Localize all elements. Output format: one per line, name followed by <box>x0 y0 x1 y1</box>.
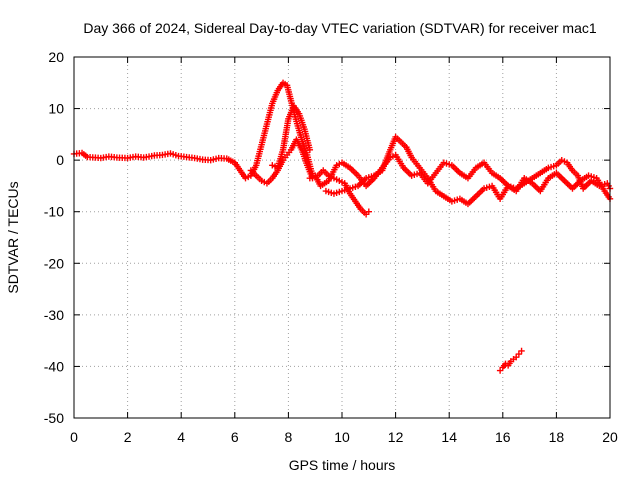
y-tick-label: -20 <box>44 255 64 271</box>
data-point <box>306 146 314 154</box>
x-tick-label: 4 <box>177 429 185 445</box>
x-tick-label: 20 <box>602 429 618 445</box>
x-tick-label: 16 <box>495 429 511 445</box>
y-tick-label: -30 <box>44 307 64 323</box>
grid-lines <box>74 57 610 418</box>
y-tick-label: 0 <box>56 152 64 168</box>
y-tick-label: -40 <box>44 358 64 374</box>
data-point <box>365 208 372 215</box>
y-tick-label: 10 <box>48 101 64 117</box>
x-tick-label: 8 <box>285 429 293 445</box>
x-axis-label: GPS time / hours <box>289 457 396 473</box>
chart-title: Day 366 of 2024, Sidereal Day-to-day VTE… <box>83 20 596 36</box>
tick-labels: 0 2 4 6 8 10 12 14 16 18 20 20 10 0 -10 -20 -30 -40 -50 <box>44 49 618 445</box>
y-tick-label: 20 <box>48 49 64 65</box>
data-points <box>70 79 614 374</box>
x-tick-label: 14 <box>441 429 457 445</box>
x-tick-label: 2 <box>124 429 132 445</box>
x-tick-label: 18 <box>549 429 565 445</box>
x-tick-label: 6 <box>231 429 239 445</box>
y-tick-label: -10 <box>44 204 64 220</box>
data-point <box>518 347 525 355</box>
x-tick-label: 12 <box>388 429 404 445</box>
x-tick-label: 0 <box>70 429 78 445</box>
x-tick-label: 10 <box>334 429 350 445</box>
y-tick-label: -50 <box>44 410 64 426</box>
y-axis-label: SDTVAR / TECUs <box>5 181 21 293</box>
plot-frame <box>73 56 611 419</box>
